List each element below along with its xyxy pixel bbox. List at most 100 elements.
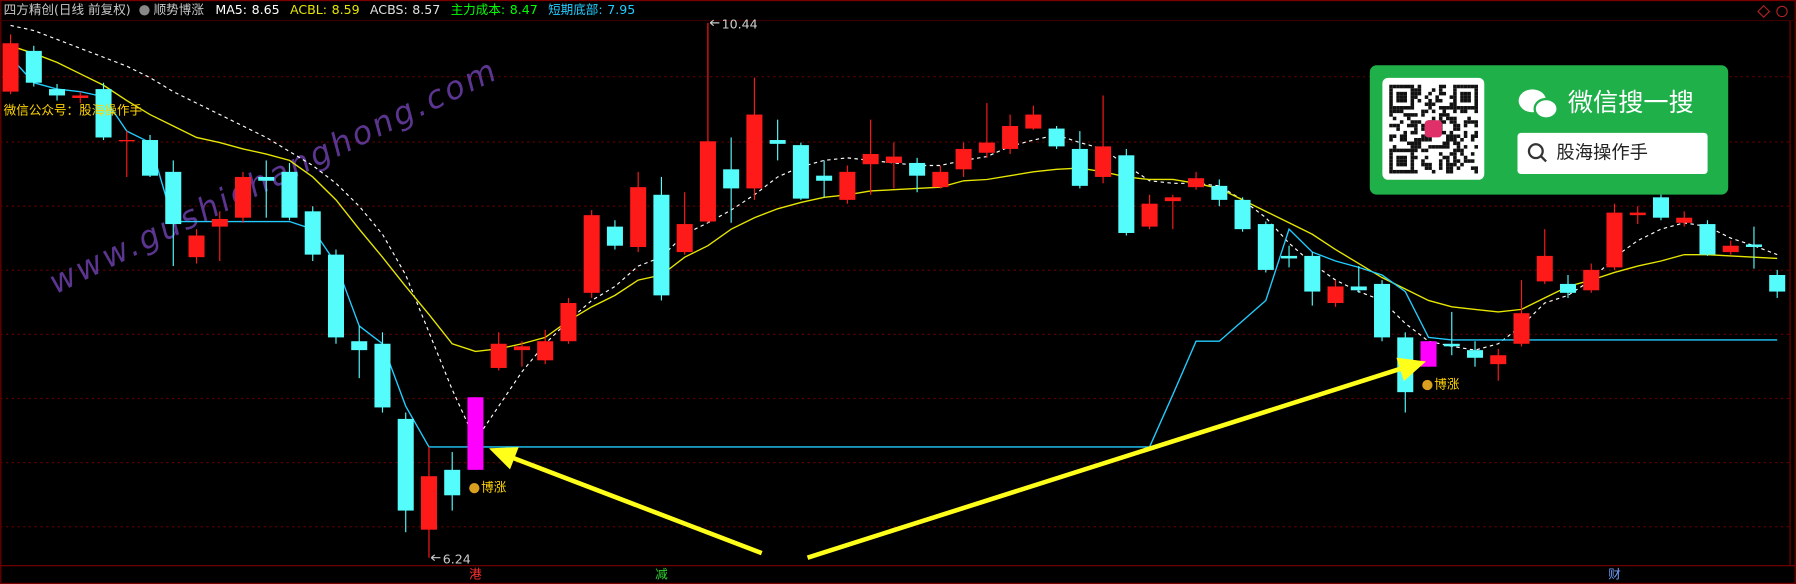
- qr-module: [1389, 155, 1393, 160]
- qr-module: [1456, 84, 1461, 89]
- money-bag-icon: [1422, 379, 1433, 391]
- qr-module: [1417, 120, 1422, 124]
- qr-module: [1449, 134, 1454, 138]
- qr-module: [1421, 123, 1425, 128]
- qr-module: [1453, 162, 1457, 167]
- candle-body: [1443, 343, 1460, 347]
- qr-module: [1460, 152, 1464, 156]
- qr-module: [1389, 109, 1393, 114]
- qr-module: [1414, 148, 1418, 153]
- candle-body: [258, 176, 275, 181]
- candle-body: [467, 397, 484, 470]
- window-icon[interactable]: [1776, 5, 1788, 18]
- legend-value: 8.65: [252, 2, 280, 17]
- qr-module: [1438, 116, 1443, 121]
- qr-module: [1410, 141, 1415, 146]
- candle-body: [1536, 255, 1553, 282]
- qr-module: [1389, 148, 1393, 153]
- event-marker: 减: [655, 566, 668, 581]
- candle-body: [1559, 283, 1577, 293]
- candle-body: [1745, 244, 1762, 247]
- qr-module: [1424, 95, 1429, 99]
- qr-module: [1417, 141, 1422, 146]
- qr-module: [1396, 98, 1400, 103]
- qr-module: [1392, 106, 1397, 110]
- qr-module: [1403, 130, 1407, 135]
- qr-module: [1474, 123, 1478, 128]
- candle-body: [676, 224, 693, 253]
- qr-module: [1424, 166, 1429, 170]
- qr-module: [1470, 84, 1475, 89]
- qr-module: [1403, 98, 1407, 103]
- window-icon[interactable]: [1757, 4, 1771, 18]
- qr-module: [1456, 159, 1461, 163]
- min-arrow: [430, 554, 441, 562]
- search-box[interactable]: [1517, 132, 1708, 175]
- qr-logo: [1424, 120, 1442, 138]
- qr-module: [1453, 102, 1457, 107]
- qr-module: [1449, 137, 1454, 142]
- candle-body: [723, 169, 740, 189]
- qr-module: [1446, 162, 1450, 167]
- qr-module: [1414, 137, 1418, 142]
- qr-module: [1403, 148, 1407, 153]
- candle-body: [862, 154, 879, 165]
- qr-module: [1474, 130, 1478, 135]
- qr-module: [1428, 145, 1432, 149]
- qr-module: [1410, 95, 1415, 99]
- qr-module: [1403, 95, 1407, 99]
- candle-body: [1420, 341, 1437, 367]
- qr-module: [1474, 169, 1478, 174]
- max-arrow: [709, 19, 720, 27]
- qr-module: [1410, 123, 1415, 128]
- qr-module: [1389, 106, 1393, 110]
- candle-body: [444, 469, 461, 496]
- candle-body: [583, 215, 600, 293]
- qr-module: [1406, 113, 1411, 117]
- qr-module: [1474, 106, 1478, 110]
- qr-module: [1389, 91, 1393, 96]
- indicator-line: [10, 45, 1778, 353]
- qr-module: [1442, 155, 1447, 160]
- qr-module: [1463, 95, 1468, 99]
- qr-module: [1389, 95, 1393, 99]
- search-text: 股海操作手: [1556, 142, 1648, 163]
- qr-code: [1389, 84, 1478, 174]
- qr-module: [1421, 134, 1425, 138]
- qr-module: [1446, 137, 1450, 142]
- qr-module: [1389, 159, 1393, 163]
- qr-module: [1406, 148, 1411, 153]
- qr-module: [1453, 109, 1457, 114]
- qr-module: [1463, 84, 1468, 89]
- qr-module: [1424, 148, 1429, 153]
- arrow: [806, 366, 1402, 560]
- indicator-name: 顺势博涨: [154, 2, 205, 17]
- candle-body: [1257, 224, 1274, 270]
- qr-module: [1389, 137, 1393, 142]
- candle-body: [234, 176, 252, 218]
- candle-body: [420, 476, 437, 530]
- legend-name: ACBS:: [370, 2, 408, 17]
- qr-module: [1467, 159, 1471, 163]
- qr-module: [1463, 123, 1468, 128]
- candle-body: [537, 341, 554, 361]
- wechat-logo: [1518, 89, 1559, 120]
- candle-body: [2, 43, 19, 92]
- candle-body: [885, 156, 902, 163]
- qr-module: [1396, 123, 1400, 128]
- qr-module: [1467, 95, 1471, 99]
- qr-module: [1410, 166, 1415, 170]
- legend-value: 8.57: [412, 2, 440, 17]
- qr-module: [1470, 134, 1475, 138]
- qr-module: [1389, 152, 1393, 156]
- qr-module: [1456, 123, 1461, 128]
- qr-module: [1414, 95, 1418, 99]
- candle-body: [49, 89, 66, 96]
- qr-module: [1396, 91, 1400, 96]
- qr-module: [1446, 141, 1450, 146]
- qr-module: [1460, 148, 1464, 153]
- qr-module: [1392, 84, 1397, 89]
- qr-module: [1389, 113, 1393, 117]
- candle-body: [560, 303, 577, 342]
- qr-module: [1417, 145, 1422, 149]
